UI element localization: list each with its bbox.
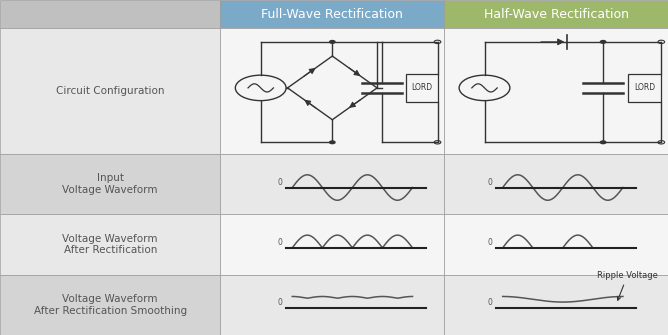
Text: Half-Wave Rectification: Half-Wave Rectification [484,8,629,21]
Bar [444,28,668,154]
Text: Voltage Waveform
After Rectification Smoothing: Voltage Waveform After Rectification Smo… [33,294,187,316]
Bar [628,74,661,102]
Bar [444,275,668,335]
Bar [0,28,220,154]
Circle shape [658,141,665,144]
Text: LORD: LORD [634,83,655,92]
Text: 0: 0 [488,238,493,247]
Text: 0: 0 [277,298,283,307]
Text: Voltage Waveform
After Rectification: Voltage Waveform After Rectification [63,234,158,255]
Text: Full-Wave Rectification: Full-Wave Rectification [261,8,403,21]
Bar [220,214,444,275]
Circle shape [330,41,335,43]
Bar [406,74,438,102]
Circle shape [658,40,665,44]
Circle shape [235,75,286,100]
Text: 0: 0 [488,178,493,187]
Text: Circuit Configuration: Circuit Configuration [56,86,164,96]
Text: 0: 0 [277,178,283,187]
Bar [0,275,220,335]
Text: 0: 0 [488,298,493,307]
Bar [0,154,220,214]
Circle shape [330,141,335,144]
Bar [220,275,444,335]
Bar [444,154,668,214]
Bar [0,214,220,275]
Circle shape [601,141,606,144]
Bar [0,0,220,28]
Circle shape [459,75,510,100]
Text: LORD: LORD [411,83,432,92]
Bar [444,0,668,28]
Bar [220,28,444,154]
Bar [220,0,444,28]
Text: Input
Voltage Waveform: Input Voltage Waveform [63,174,158,195]
Text: Ripple Voltage: Ripple Voltage [597,271,658,300]
Bar [220,154,444,214]
Circle shape [434,40,441,44]
Text: 0: 0 [277,238,283,247]
Circle shape [434,141,441,144]
Bar [444,214,668,275]
Circle shape [601,41,606,43]
